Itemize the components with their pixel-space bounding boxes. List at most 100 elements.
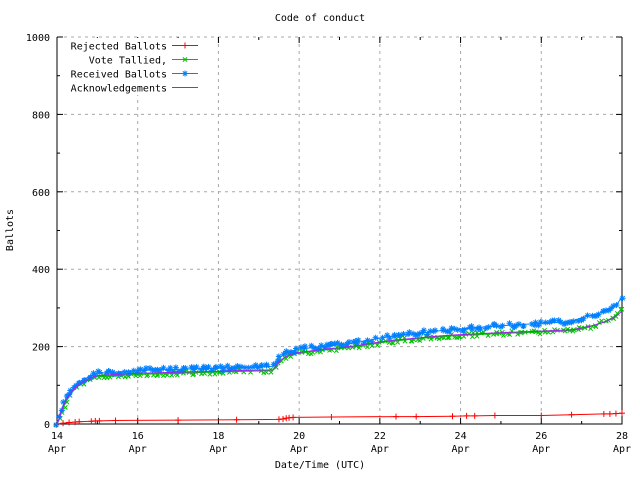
marker-star	[250, 364, 256, 370]
marker-star	[400, 331, 406, 337]
marker-star	[373, 335, 379, 341]
legend-label: Rejected Ballots	[71, 42, 167, 53]
marker-star	[355, 337, 361, 343]
legend-label: Vote Tallied,	[89, 56, 167, 67]
marker-cross	[182, 57, 188, 62]
marker-star	[585, 312, 591, 318]
marker-star	[97, 369, 103, 375]
marker-star	[206, 364, 211, 370]
marker-cross	[497, 330, 502, 336]
marker-star	[620, 295, 626, 301]
marker-cross	[582, 325, 588, 331]
marker-star	[446, 328, 452, 334]
marker-star	[346, 339, 352, 345]
x-tick-label: 24	[455, 431, 467, 442]
marker-star	[462, 327, 468, 333]
y-tick-label: 800	[32, 110, 50, 121]
x-tick-sublabel: Apr	[371, 444, 389, 455]
marker-cross	[434, 335, 440, 341]
marker-star	[264, 363, 269, 369]
x-tick-sublabel: Apr	[452, 444, 470, 455]
x-tick-label: 16	[132, 431, 144, 442]
marker-star	[293, 346, 299, 351]
x-tick-label: 20	[293, 431, 305, 442]
marker-star	[218, 363, 224, 369]
marker-cross	[81, 381, 87, 387]
marker-star	[259, 362, 265, 368]
marker-cross	[457, 334, 463, 340]
marker-cross	[436, 336, 442, 342]
marker-star	[238, 364, 244, 370]
marker-cross	[288, 354, 294, 359]
marker-cross	[531, 328, 537, 334]
marker-cross	[515, 331, 521, 337]
marker-cross	[193, 369, 199, 375]
series-rejected-ballots	[54, 410, 625, 427]
axis-layer: 14 Apr 16 Apr 18 Apr 20 Apr 22 Apr 24 Apr 26 Apr 28 Apr…	[26, 33, 631, 455]
marker-star	[432, 327, 438, 333]
marker-cross	[448, 332, 454, 337]
marker-star	[392, 332, 398, 338]
marker-star	[335, 340, 341, 346]
marker-star	[138, 366, 144, 372]
plot-border	[56, 37, 623, 425]
marker-cross	[258, 368, 264, 374]
marker-star	[170, 369, 176, 375]
y-tick-label: 400	[32, 265, 50, 276]
marker-star	[182, 365, 188, 371]
marker-cross	[157, 370, 163, 376]
marker-cross	[441, 335, 447, 341]
x-axis-label: Date/Time (UTC)	[275, 460, 365, 471]
marker-cross	[369, 343, 375, 349]
x-tick-sublabel: Apr	[290, 444, 308, 455]
legend-background	[60, 38, 206, 95]
marker-cross	[588, 326, 594, 332]
marker-cross	[333, 348, 339, 354]
marker-star	[157, 367, 163, 373]
marker-star	[455, 327, 461, 333]
marker-star	[213, 364, 219, 370]
marker-cross	[374, 342, 380, 348]
marker-star	[276, 353, 282, 359]
series-layer	[53, 295, 626, 428]
marker-star	[173, 364, 179, 370]
marker-cross	[122, 374, 128, 380]
x-tick-label: 22	[374, 431, 386, 442]
marker-cross	[263, 369, 269, 375]
marker-cross	[356, 345, 362, 351]
marker-cross	[278, 358, 284, 364]
marker-star	[571, 318, 577, 324]
marker-star	[521, 323, 527, 329]
marker-cross	[186, 370, 192, 375]
marker-cross	[446, 335, 452, 341]
marker-star	[507, 320, 512, 326]
marker-star	[161, 365, 166, 371]
marker-cross	[507, 332, 513, 338]
marker-star	[614, 302, 620, 308]
marker-star	[308, 343, 314, 349]
x-tick-label: 26	[535, 431, 547, 442]
marker-star	[60, 399, 66, 405]
series-acknowledgements	[56, 310, 623, 425]
marker-cross	[542, 327, 548, 333]
marker-cross	[501, 332, 506, 338]
marker-cross	[390, 340, 396, 346]
marker-star	[380, 335, 386, 341]
marker-star	[190, 364, 196, 370]
legend-label: Received Ballots	[71, 70, 167, 81]
marker-cross	[268, 369, 274, 375]
x-tick-sublabel: Apr	[209, 444, 227, 455]
marker-cross	[151, 372, 156, 378]
marker-star	[147, 365, 153, 371]
marker-star	[543, 320, 549, 325]
marker-cross	[64, 399, 70, 405]
marker-star	[516, 321, 522, 327]
y-tick-label: 600	[32, 188, 50, 199]
marker-cross	[522, 329, 528, 335]
marker-star	[477, 326, 483, 332]
marker-star	[610, 303, 616, 309]
marker-star	[221, 365, 227, 371]
marker-cross	[107, 374, 113, 380]
marker-cross	[537, 331, 543, 337]
